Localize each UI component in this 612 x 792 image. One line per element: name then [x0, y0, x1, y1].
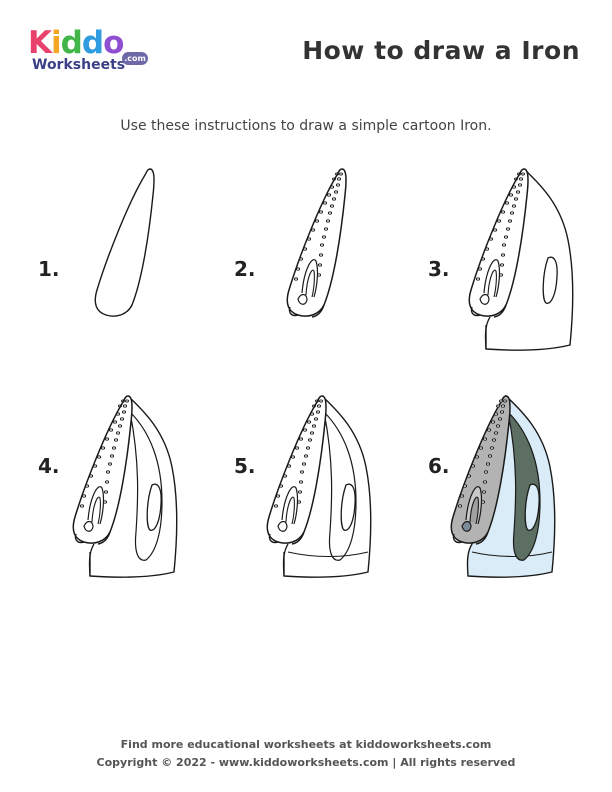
logo-subtext: Worksheets — [32, 57, 126, 73]
logo-letter: d — [60, 25, 83, 61]
iron-drawing-step-3 — [468, 168, 574, 351]
step-number: 4. — [38, 454, 60, 478]
iron-drawing-step-4 — [72, 395, 178, 578]
iron-drawing-step-5 — [266, 395, 372, 578]
logo-com-badge: .com — [122, 52, 148, 65]
logo-letter: d — [81, 25, 104, 61]
step-number: 2. — [234, 257, 256, 281]
step-number: 5. — [234, 454, 256, 478]
step-5: 5. — [234, 392, 394, 592]
page-subtitle: Use these instructions to draw a simple … — [120, 118, 492, 134]
logo-wordmark: Kiddo — [28, 25, 124, 61]
footer-copyright: Copyright © 2022 - www.kiddoworksheets.c… — [96, 756, 516, 769]
logo-letter: o — [103, 25, 124, 61]
logo-letter: i — [51, 25, 62, 61]
logo-letter: K — [28, 25, 52, 61]
step-2: 2. — [234, 165, 394, 365]
iron-drawing-step-6 — [450, 394, 556, 578]
step-number: 6. — [428, 454, 450, 478]
step-number: 1. — [38, 257, 60, 281]
iron-drawing-step-1 — [94, 168, 155, 317]
page-title: How to draw a Iron — [302, 36, 580, 65]
step-number: 3. — [428, 257, 450, 281]
step-3: 3. — [428, 165, 588, 365]
iron-drawing-step-2 — [286, 168, 347, 318]
step-4: 4. — [38, 392, 198, 592]
step-1: 1. — [38, 165, 198, 365]
kiddo-logo: Kiddo Worksheets .com — [28, 26, 158, 78]
step-6: 6. — [428, 392, 588, 592]
footer-link-line: Find more educational worksheets at kidd… — [120, 738, 492, 751]
